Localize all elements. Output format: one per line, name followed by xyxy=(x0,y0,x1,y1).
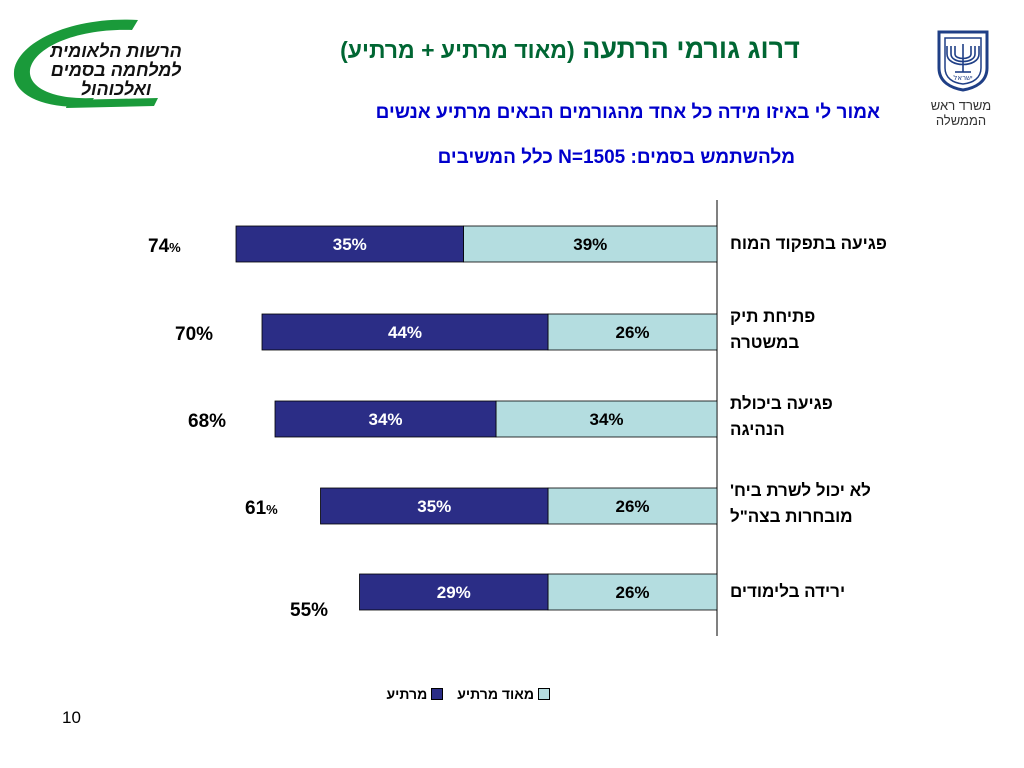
legend-label: מאוד מרתיע xyxy=(457,686,534,702)
category-label-line: לא יכול לשרת ביח' xyxy=(730,481,871,500)
title-main: דרוג גורמי הרתעה xyxy=(582,34,800,64)
legend: מאוד מרתיע מרתיע xyxy=(330,686,550,702)
data-label-very-deterring: 34% xyxy=(589,410,623,429)
category-label-line: פגיעה ביכולת xyxy=(730,394,833,413)
bar-very-deterring xyxy=(463,225,718,263)
authority-logo-line: הרשות הלאומית xyxy=(50,41,182,61)
category-label: לא יכול לשרת ביח' מובחרות בצה"ל xyxy=(730,478,890,530)
total-label: 55% xyxy=(290,600,328,621)
bar-deterring xyxy=(359,573,549,611)
category-label-line: ירידה בלימודים xyxy=(730,582,846,601)
bar-deterring xyxy=(320,487,549,525)
authority-logo-line: למלחמה בסמים xyxy=(50,60,182,80)
title-paren: (מאוד מרתיע + מרתיע) xyxy=(340,37,575,63)
category-label-line: פתיחת תיק xyxy=(730,307,816,326)
legend-item-deterring: מרתיע xyxy=(387,686,444,702)
data-label-very-deterring: 26% xyxy=(615,323,649,342)
total-label: 74% xyxy=(148,236,181,257)
category-label-line: פגיעה בתפקוד המוח xyxy=(730,234,887,253)
pm-office-caption: משרד ראש הממשלה xyxy=(930,98,992,128)
category-label: פגיעה ביכולת הנהיגה xyxy=(730,391,890,443)
bar-very-deterring xyxy=(547,573,718,611)
data-label-very-deterring: 39% xyxy=(573,235,607,254)
legend-swatch xyxy=(431,688,444,700)
bar-very-deterring xyxy=(495,400,718,438)
question-line-1: אמור לי באיזו מידה כל אחד מהגורמים הבאים… xyxy=(375,102,880,123)
data-label-deterring: 44% xyxy=(388,323,422,342)
bar-deterring xyxy=(235,225,464,263)
authority-logo xyxy=(13,19,158,108)
data-label-deterring: 35% xyxy=(417,497,451,516)
legend-item-very-deterring: מאוד מרתיע xyxy=(457,686,550,702)
emblem-text: ישראל xyxy=(953,74,973,82)
category-label: פתיחת תיק במשטרה xyxy=(730,304,890,356)
category-label-line: מובחרות בצה"ל xyxy=(730,507,853,526)
data-label-deterring: 35% xyxy=(333,235,367,254)
total-label: 61% xyxy=(245,498,278,519)
state-emblem-icon: ישראל xyxy=(937,30,989,92)
category-label: פגיעה בתפקוד המוח xyxy=(730,231,890,257)
legend-label: מרתיע xyxy=(386,686,428,702)
data-label-deterring: 29% xyxy=(437,583,471,602)
data-label-very-deterring: 26% xyxy=(615,497,649,516)
legend-swatch xyxy=(538,688,550,700)
data-label-deterring: 34% xyxy=(368,410,402,429)
total-label: 68% xyxy=(188,411,226,432)
data-label-very-deterring: 26% xyxy=(615,583,649,602)
total-label: 70% xyxy=(175,324,213,345)
category-label-line: במשטרה xyxy=(730,333,800,352)
category-label-line: הנהיגה xyxy=(730,420,785,439)
bar-deterring xyxy=(274,400,497,438)
authority-logo-line: ואלכוהול xyxy=(80,79,152,99)
question-line-2: מלהשתמש בסמים: N=1505 כלל המשיבים xyxy=(437,147,795,168)
authority-logo-text: הרשות הלאומית למלחמה בסמים ואלכוהול xyxy=(36,42,196,99)
page-number: 10 xyxy=(62,708,81,727)
bar-deterring xyxy=(261,313,549,351)
slide-title: דרוג גורמי הרתעה (מאוד מרתיע + מרתיע) xyxy=(280,34,860,65)
category-label: ירידה בלימודים xyxy=(730,579,890,605)
bar-very-deterring xyxy=(547,487,718,525)
